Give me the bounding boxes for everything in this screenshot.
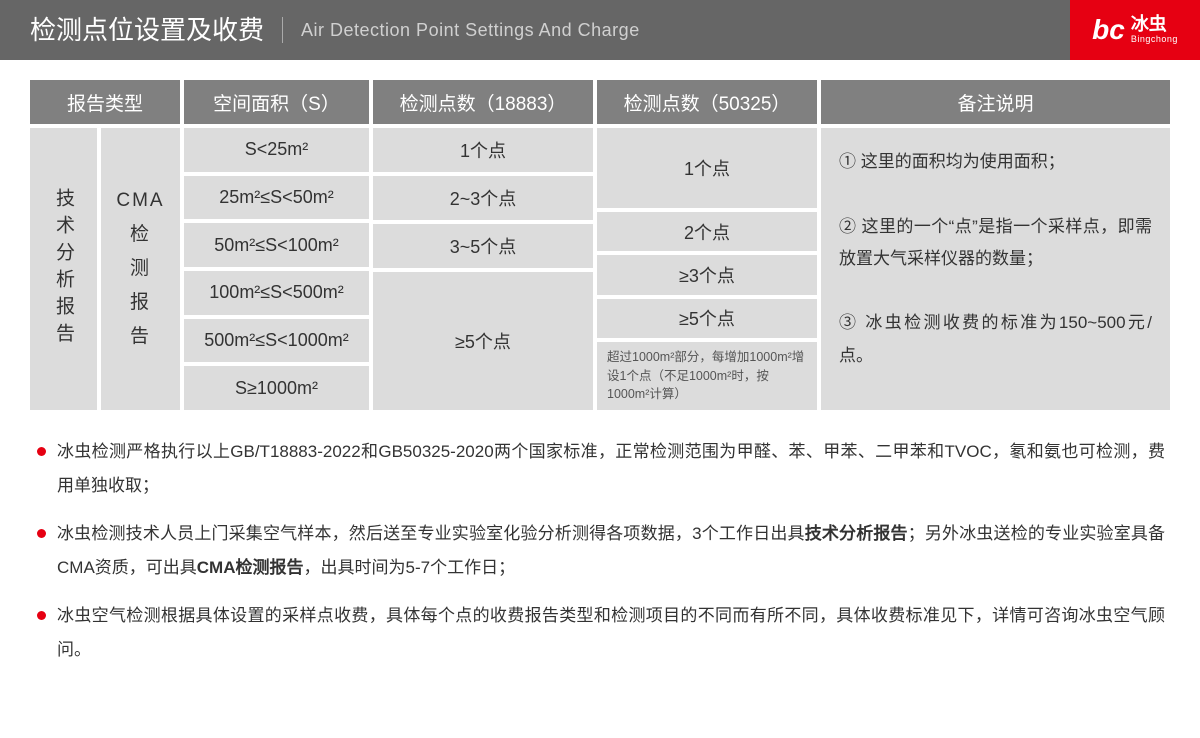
page-header: 检测点位设置及收费 Air Detection Point Settings A… (0, 0, 1200, 60)
p18883-row: 2~3个点 (373, 176, 593, 220)
p18883-row: 3~5个点 (373, 224, 593, 268)
notes-body: ① 这里的面积均为使用面积； ② 这里的一个“点”是指一个采样点，即需放置大气采… (821, 128, 1170, 410)
logo-mark: bc (1092, 14, 1125, 46)
th-50325: 检测点数（50325） (597, 80, 817, 124)
header-title-en: Air Detection Point Settings And Charge (283, 20, 640, 41)
th-report: 报告类型 (30, 80, 180, 124)
brand-logo: bc 冰虫 Bingchong (1070, 0, 1200, 60)
area-row: 500m²≤S<1000m² (184, 319, 369, 363)
th-area: 空间面积（S） (184, 80, 369, 124)
logo-name-cn: 冰虫 (1131, 15, 1178, 35)
logo-name-en: Bingchong (1131, 35, 1178, 45)
bullet-item: 冰虫检测严格执行以上GB/T18883-2022和GB50325-2020两个国… (35, 435, 1165, 503)
p50325-note: 超过1000m²部分，每增加1000m²增设1个点（不足1000m²时，按100… (597, 342, 817, 410)
p50325-row: ≥3个点 (597, 255, 817, 294)
area-row: S<25m² (184, 128, 369, 172)
header-title-cn: 检测点位设置及收费 (30, 17, 283, 43)
pricing-table: 报告类型 技术分析报告 CMA检测报告 空间面积（S） S<25m² 25m²≤… (0, 60, 1200, 420)
area-row: 25m²≤S<50m² (184, 176, 369, 220)
th-18883: 检测点数（18883） (373, 80, 593, 124)
area-row: S≥1000m² (184, 366, 369, 410)
bullet-item: 冰虫空气检测根据具体设置的采样点收费，具体每个点的收费报告类型和检测项目的不同而… (35, 599, 1165, 667)
report-type-cma: CMA检测报告 (101, 128, 180, 410)
p50325-row: 2个点 (597, 212, 817, 251)
bullet-item: 冰虫检测技术人员上门采集空气样本，然后送至专业实验室化验分析测得各项数据，3个工… (35, 517, 1165, 585)
bullet-list: 冰虫检测严格执行以上GB/T18883-2022和GB50325-2020两个国… (0, 420, 1200, 706)
p50325-row: 1个点 (597, 128, 817, 208)
p50325-row: ≥5个点 (597, 299, 817, 338)
p18883-row: 1个点 (373, 128, 593, 172)
area-row: 100m²≤S<500m² (184, 271, 369, 315)
report-type-tech: 技术分析报告 (30, 128, 97, 410)
th-notes: 备注说明 (821, 80, 1170, 124)
p18883-merged: ≥5个点 (373, 272, 593, 410)
area-row: 50m²≤S<100m² (184, 223, 369, 267)
